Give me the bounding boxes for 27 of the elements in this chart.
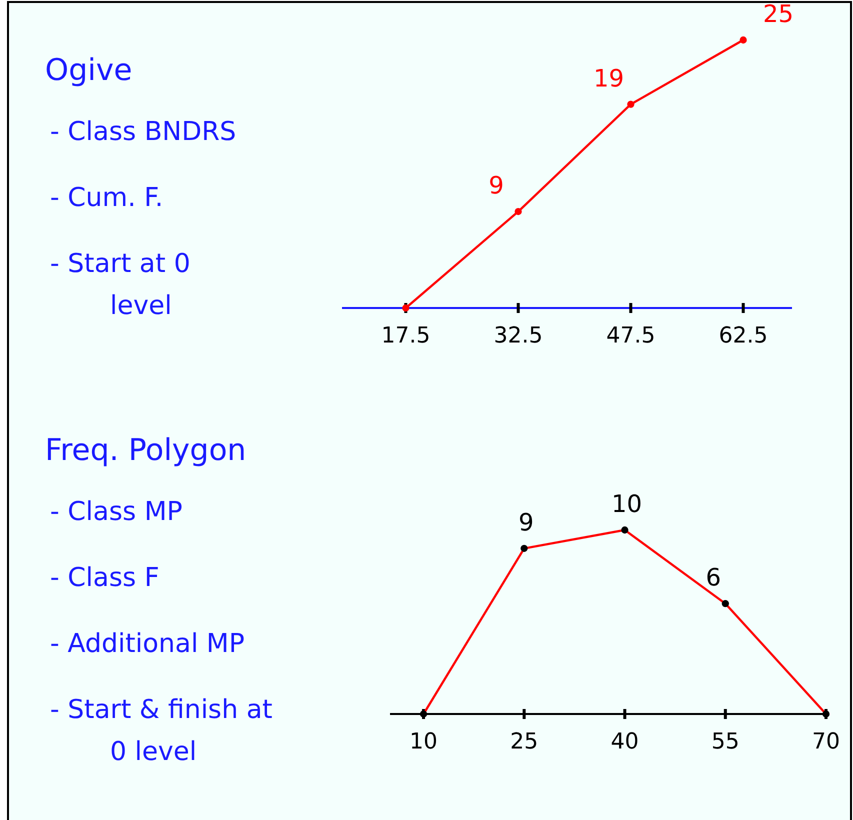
x-tick-label: 62.5 bbox=[718, 323, 768, 348]
data-label: 19 bbox=[593, 64, 624, 92]
x-tick-label: 32.5 bbox=[494, 323, 543, 348]
data-label: 6 bbox=[706, 564, 722, 592]
data-label: 10 bbox=[611, 490, 642, 518]
text: - Class BNDRS bbox=[50, 117, 236, 147]
text: - Class F bbox=[50, 563, 160, 593]
x-tick-label: 17.5 bbox=[381, 323, 430, 348]
data-label: 9 bbox=[518, 508, 534, 536]
point bbox=[514, 208, 522, 216]
text: Ogive bbox=[45, 53, 132, 88]
x-tick-label: 40 bbox=[610, 729, 639, 754]
x-tick-label: 55 bbox=[711, 729, 740, 754]
x-tick-label: 70 bbox=[812, 729, 840, 754]
text: Freq. Polygon bbox=[45, 433, 246, 468]
point bbox=[740, 36, 747, 44]
data-label: 25 bbox=[762, 0, 794, 28]
text: - Class MP bbox=[50, 497, 182, 527]
text: - Start at 0 level bbox=[50, 249, 190, 321]
text: - Start & finish at 0 level bbox=[50, 695, 272, 767]
text: - Cum. F. bbox=[50, 183, 164, 213]
text: - Additional MP bbox=[50, 629, 245, 659]
x-tick-label: 25 bbox=[510, 729, 538, 754]
x-tick-label: 10 bbox=[410, 729, 438, 754]
data-label: 9 bbox=[488, 172, 504, 200]
point bbox=[627, 100, 634, 108]
x-tick-label: 47.5 bbox=[606, 323, 656, 348]
